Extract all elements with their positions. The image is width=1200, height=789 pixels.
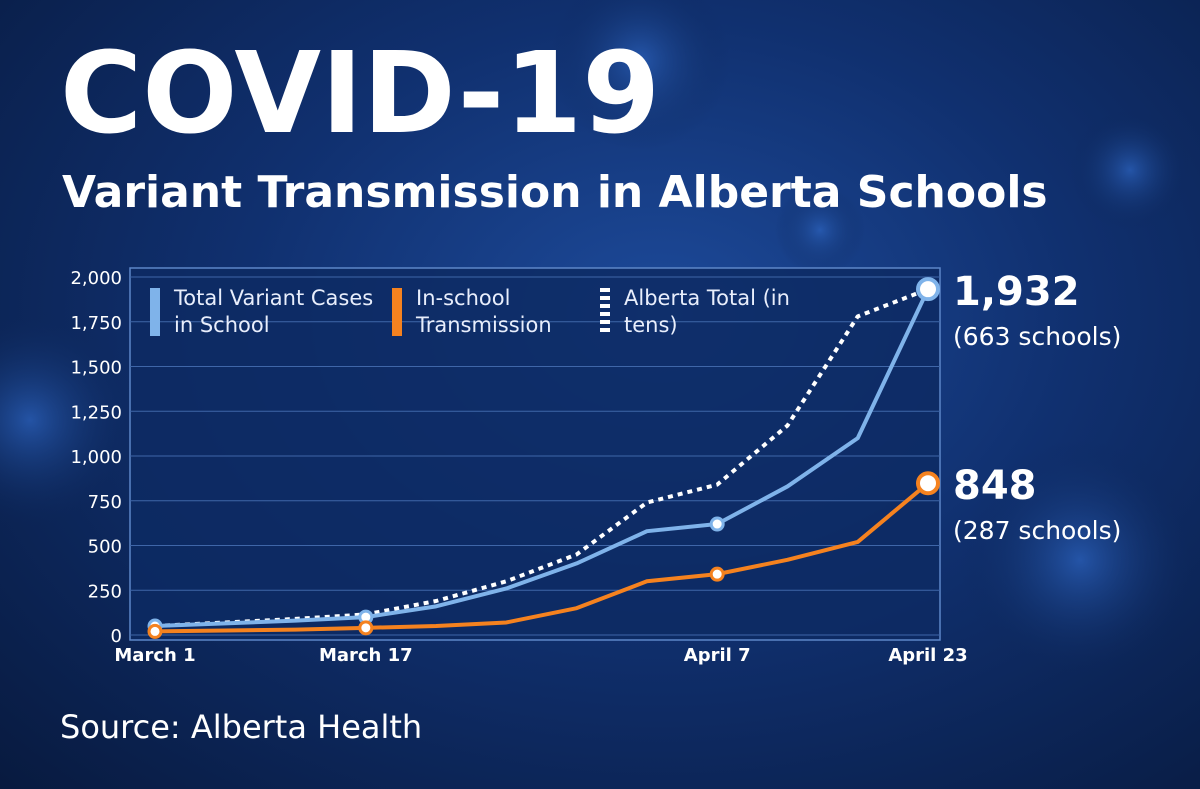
y-tick-label: 1,750 bbox=[70, 313, 122, 334]
x-tick-label: April 23 bbox=[888, 645, 967, 666]
x-tick-label: March 17 bbox=[319, 645, 413, 666]
x-tick-label: April 7 bbox=[684, 645, 751, 666]
y-tick-label: 0 bbox=[111, 626, 122, 647]
point-marker bbox=[916, 471, 940, 496]
y-tick-label: 1,500 bbox=[70, 358, 122, 379]
point-marker bbox=[709, 516, 725, 532]
line-series bbox=[154, 481, 930, 634]
y-tick-label: 1,250 bbox=[70, 402, 122, 423]
chart-title: COVID-19 bbox=[60, 29, 660, 159]
annotation-value: 1,932 bbox=[953, 269, 1080, 315]
x-tick-label: March 1 bbox=[114, 645, 195, 666]
annotation-note: (663 schools) bbox=[953, 322, 1121, 351]
source: Source: Alberta Health bbox=[60, 708, 422, 746]
y-tick-label: 250 bbox=[88, 581, 122, 602]
y-tick-label: 2,000 bbox=[70, 268, 122, 289]
annotation-note: (287 schools) bbox=[953, 516, 1121, 545]
line-series bbox=[154, 288, 930, 629]
y-tick-label: 750 bbox=[88, 492, 122, 513]
point-marker bbox=[709, 566, 725, 582]
legend-label: Total Variant Cases in School bbox=[174, 286, 374, 337]
legend-label: In-school Transmission bbox=[416, 286, 552, 337]
background-virus bbox=[0, 0, 1200, 680]
legend-label: Alberta Total (in tens) bbox=[624, 286, 790, 337]
point-marker bbox=[916, 277, 940, 302]
point-marker bbox=[358, 620, 374, 636]
y-tick-label: 500 bbox=[88, 537, 122, 558]
point-marker bbox=[147, 623, 163, 639]
chart-subtitle: Variant Transmission in Alberta Schools bbox=[62, 167, 1048, 218]
annotation-value: 848 bbox=[953, 463, 1037, 509]
line-series bbox=[154, 287, 929, 629]
y-tick-label: 1,000 bbox=[70, 447, 122, 468]
